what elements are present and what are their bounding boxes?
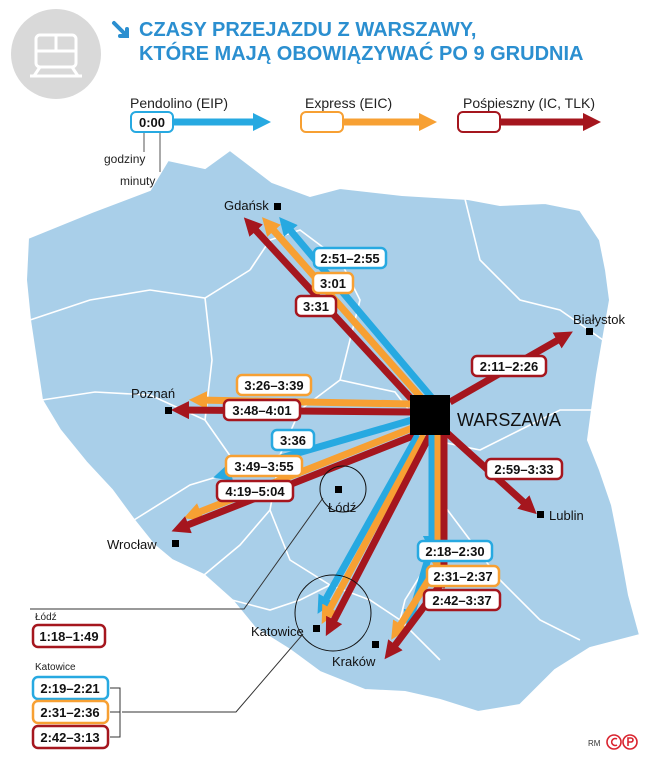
time-label-krakow-pendolino: 2:18–2:30 (416, 539, 494, 563)
wroclaw-label: Wrocław (107, 537, 157, 552)
warszawa-label: WARSZAWA (457, 410, 561, 430)
gdansk-marker (274, 203, 281, 210)
callout-katowice-pendolino: 2:19–2:21 (31, 675, 110, 701)
legend-pospieszny-box (457, 111, 501, 133)
wroclaw-marker (172, 540, 179, 547)
bialystok-marker (586, 328, 593, 335)
svg-text:4:19–5:04: 4:19–5:04 (225, 484, 285, 499)
katowice-label: Katowice (251, 624, 304, 639)
legend-sample-box (130, 111, 174, 133)
svg-text:2:19–2:21: 2:19–2:21 (40, 681, 99, 696)
svg-text:2:42–3:13: 2:42–3:13 (40, 730, 99, 745)
svg-text:2:59–3:33: 2:59–3:33 (494, 462, 553, 477)
time-label-gdansk-express: 3:01 (311, 271, 355, 295)
legend-express-label: Express (EIC) (305, 95, 392, 111)
legend-minutes-note: minuty (120, 174, 155, 188)
lublin-marker (537, 511, 544, 518)
time-label-gdansk-pendolino: 2:51–2:55 (312, 246, 388, 270)
lublin-label: Lublin (549, 508, 584, 523)
poznan-label: Poznań (131, 386, 175, 401)
title-line-2: KTÓRE MAJĄ OBOWIĄZYWAĆ PO 9 GRUDNIA (139, 41, 583, 65)
title-arrow-icon (112, 21, 129, 38)
katowice-marker (313, 625, 320, 632)
route-katowice-pendolino (317, 433, 422, 614)
callout-katowice-pospieszny: 2:42–3:13 (31, 724, 110, 750)
time-label-lublin-pospieszny: 2:59–3:33 (484, 457, 564, 481)
train-icon (30, 33, 82, 78)
route-wroclaw-pospieszny (171, 430, 420, 534)
train-icon-badge (11, 9, 101, 99)
time-label-bialystok-pospieszny: 2:11–2:26 (470, 354, 548, 378)
time-label-poznan-express: 3:26–3:39 (235, 373, 313, 397)
svg-text:1:18–1:49: 1:18–1:49 (39, 629, 98, 644)
legend-express-box (300, 111, 344, 133)
svg-text:3:49–3:55: 3:49–3:55 (234, 459, 293, 474)
title-line-1: CZASY PRZEJAZDU Z WARSZAWY, (139, 19, 476, 41)
lodz-label: Łódź (328, 500, 356, 515)
time-label-wroclaw-express: 3:49–3:55 (224, 454, 304, 478)
time-label-gdansk-pospieszny: 3:31 (294, 294, 338, 318)
legend-pospieszny-label: Pośpieszny (IC, TLK) (463, 95, 595, 111)
krakow-label: Kraków (332, 654, 376, 669)
route-gdansk-express (261, 217, 428, 405)
callout-katowice-express: 2:31–2:36 (31, 699, 110, 725)
legend-sample-time: 0:00 (139, 115, 165, 130)
callout-leaders (30, 497, 324, 738)
route-arrows (170, 217, 573, 660)
legend-pendolino-label: Pendolino (EIP) (130, 95, 228, 111)
svg-text:2:11–2:26: 2:11–2:26 (480, 359, 539, 374)
time-label-krakow-pospieszny: 2:42–3:37 (422, 588, 502, 612)
gdansk-label: Gdańsk (224, 198, 269, 213)
svg-text:2:31–2:36: 2:31–2:36 (40, 705, 99, 720)
lodz-marker (335, 486, 342, 493)
callout-lodz-pospieszny: 1:18–1:49 (31, 623, 107, 649)
svg-text:3:26–3:39: 3:26–3:39 (244, 378, 303, 393)
credit-author: RM (588, 739, 601, 748)
time-label-wroclaw-pospieszny: 4:19–5:04 (215, 479, 295, 503)
cp-logo (606, 734, 638, 750)
time-label-krakow-express: 2:31–2:37 (425, 564, 501, 588)
katowice-highlight-circle (294, 574, 372, 652)
legend-hours-note: godziny (104, 152, 145, 166)
time-label-poznan-pospieszny: 3:48–4:01 (222, 398, 302, 422)
svg-text:2:18–2:30: 2:18–2:30 (425, 544, 484, 559)
svg-text:3:36: 3:36 (280, 433, 306, 448)
poznan-marker (165, 407, 172, 414)
route-gdansk-pendolino (279, 217, 435, 401)
svg-text:2:31–2:37: 2:31–2:37 (433, 569, 492, 584)
svg-text:3:31: 3:31 (303, 299, 329, 314)
bialystok-label: Białystok (573, 312, 626, 327)
callout-katowice-label: Katowice (35, 662, 76, 673)
svg-text:3:48–4:01: 3:48–4:01 (232, 403, 291, 418)
svg-text:2:51–2:55: 2:51–2:55 (320, 251, 379, 266)
route-katowice-express (321, 433, 428, 625)
lodz-highlight-circle (319, 465, 367, 513)
route-katowice-pospieszny (325, 433, 434, 637)
warszawa-marker (410, 395, 450, 435)
svg-text:3:01: 3:01 (320, 276, 346, 291)
svg-text:2:42–3:37: 2:42–3:37 (432, 593, 491, 608)
time-label-wroclaw-pendolino: 3:36 (270, 428, 316, 452)
callout-lodz-label: Łódź (35, 612, 57, 623)
krakow-marker (372, 641, 379, 648)
